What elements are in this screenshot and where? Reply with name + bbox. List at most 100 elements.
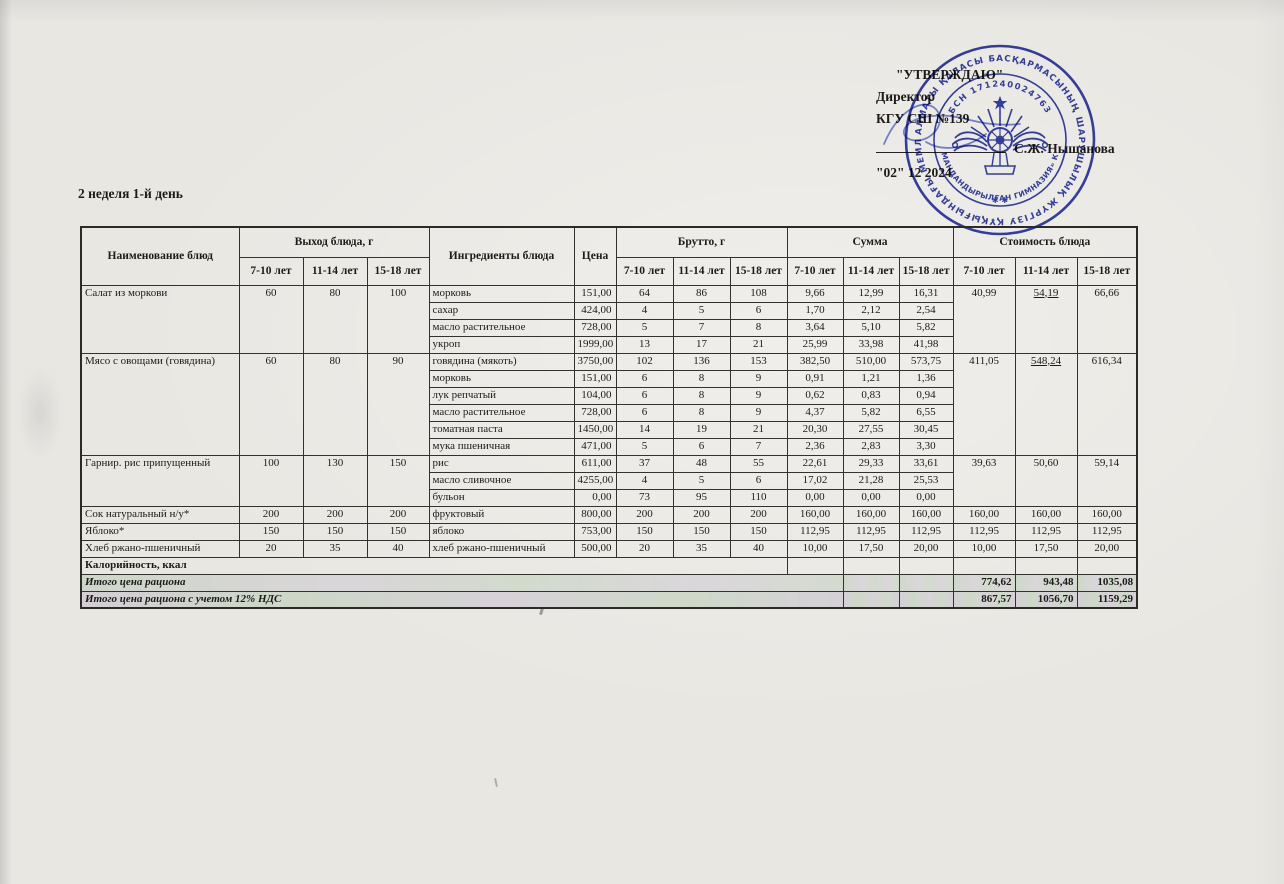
price-cell: 611,00 <box>573 454 617 473</box>
price-cell: 3750,00 <box>573 352 617 371</box>
dish-name-cell: Гарнир. рис припущенный <box>80 454 240 507</box>
brutto-cell: 37 <box>615 454 674 473</box>
output-cell: 60 <box>238 284 304 354</box>
sum-cell: 160,00 <box>842 505 900 524</box>
output-cell: 200 <box>238 505 304 524</box>
footer-total-cell: 867,57 <box>952 590 1016 609</box>
output-cell: 200 <box>366 505 430 524</box>
sum-cell: 3,30 <box>898 437 954 456</box>
brutto-cell: 13 <box>615 335 674 354</box>
sum-cell: 112,95 <box>786 522 844 541</box>
footer-empty-cell <box>786 556 844 575</box>
brutto-cell: 64 <box>615 284 674 303</box>
ingredient-row: Мясо с овощами (говядина) 60 80 90 говядина … <box>80 352 1138 456</box>
ingredient-cell: сахар <box>428 301 575 320</box>
sum-cell: 112,95 <box>842 522 900 541</box>
brutto-cell: 150 <box>729 522 788 541</box>
brutto-cell: 7 <box>729 437 788 456</box>
col-header-brutto-group: Брутто, г <box>615 226 788 258</box>
dish-name-cell: Мясо с овощами (говядина) <box>80 352 240 456</box>
sum-cell: 1,21 <box>842 369 900 388</box>
footer-empty-cell <box>898 590 954 609</box>
brutto-cell: 6 <box>729 301 788 320</box>
brutto-cell: 5 <box>615 437 674 456</box>
price-cell: 4255,00 <box>573 471 617 490</box>
sum-cell: 0,00 <box>898 488 954 507</box>
sum-cell: 382,50 <box>786 352 844 371</box>
brutto-cell: 95 <box>672 488 731 507</box>
ingredient-cell: морковь <box>428 284 575 303</box>
brutto-cell: 200 <box>729 505 788 524</box>
sum-cell: 10,00 <box>786 539 844 558</box>
brutto-cell: 8 <box>729 318 788 337</box>
col-header-age-range: 7-10 лет <box>786 256 844 286</box>
footer-empty-cell <box>842 590 900 609</box>
brutto-cell: 19 <box>672 420 731 439</box>
ingredient-cell: мука пшеничная <box>428 437 575 456</box>
ingredient-cell: говядина (мякоть) <box>428 352 575 371</box>
sum-cell: 9,66 <box>786 284 844 303</box>
price-cell: 151,00 <box>573 284 617 303</box>
sum-cell: 33,98 <box>842 335 900 354</box>
price-cell: 500,00 <box>573 539 617 558</box>
ingredient-cell: томатная паста <box>428 420 575 439</box>
brutto-cell: 4 <box>615 301 674 320</box>
footer-row: Калорийность, ккал <box>80 556 1138 575</box>
approval-signature-line: С.Ж. Нышанова <box>876 138 1176 160</box>
ingredient-cell: морковь <box>428 369 575 388</box>
brutto-cell: 9 <box>729 369 788 388</box>
price-cell: 1450,00 <box>573 420 617 439</box>
dish-cost-cell: 66,66 <box>1076 284 1138 354</box>
sum-cell: 1,36 <box>898 369 954 388</box>
brutto-cell: 40 <box>729 539 788 558</box>
footer-total-cell: 943,48 <box>1014 573 1078 592</box>
sum-cell: 1,70 <box>786 301 844 320</box>
ingredient-row: бульон 0,00 73 95 110 0,00 0,00 0,00 <box>81 488 1137 507</box>
footer-empty-cell <box>842 556 900 575</box>
ingredient-cell: укроп <box>428 335 575 354</box>
price-cell: 424,00 <box>573 301 617 320</box>
sum-cell: 573,75 <box>898 352 954 371</box>
footer-empty-cell <box>898 556 954 575</box>
ingredient-row: мука пшеничная 471,00 5 6 7 2,36 2,83 3,30 <box>81 437 1137 456</box>
brutto-cell: 7 <box>672 318 731 337</box>
approval-school-label: КГУ СШ №139 <box>876 111 970 126</box>
sum-cell: 5,82 <box>842 403 900 422</box>
sum-cell: 160,00 <box>786 505 844 524</box>
output-cell: 150 <box>366 522 430 541</box>
scan-speck <box>494 777 498 788</box>
ingredient-row: Хлеб ржано-пшеничный 20 35 40 хлеб ржано-пше… <box>80 539 1138 558</box>
stamp-stars: ✱ ✱ <box>992 196 1008 205</box>
sum-cell: 20,30 <box>786 420 844 439</box>
footer-total-cell: 1056,70 <box>1014 590 1078 609</box>
dish-cost-cell: 10,00 <box>952 539 1016 558</box>
menu-table: Наименование блюд Выход блюда, г Ингредиен… <box>80 226 1139 609</box>
col-header-age-range: 7-10 лет <box>952 256 1016 286</box>
approval-block: "УТВЕРЖДАЮ" Директор КГУ СШ №139 С.Ж. Ны… <box>876 64 1176 184</box>
price-cell: 753,00 <box>573 522 617 541</box>
output-cell: 80 <box>302 284 368 354</box>
col-header-age-range: 11-14 лет <box>842 256 900 286</box>
output-cell: 130 <box>302 454 368 507</box>
dish-cost-cell: 160,00 <box>1014 505 1078 524</box>
sum-cell: 17,50 <box>842 539 900 558</box>
sum-cell: 510,00 <box>842 352 900 371</box>
ingredient-row: Салат из моркови 60 80 100 морковь 151,00 64 86… <box>80 284 1138 354</box>
footer-row: Итого цена рациона с учетом 12% НДС 867,5… <box>80 590 1138 609</box>
output-cell: 90 <box>366 352 430 456</box>
sum-cell: 3,64 <box>786 318 844 337</box>
col-header-age-range: 11-14 лет <box>1014 256 1078 286</box>
brutto-cell: 110 <box>729 488 788 507</box>
dish-cost-cell: 20,00 <box>1076 539 1138 558</box>
brutto-cell: 6 <box>672 437 731 456</box>
dish-cost-cell: 160,00 <box>1076 505 1138 524</box>
sum-cell: 0,83 <box>842 386 900 405</box>
ingredient-row: Гарнир. рис припущенный 100 130 150 рис 611,0… <box>80 454 1138 507</box>
sum-cell: 21,28 <box>842 471 900 490</box>
approval-date: "02" 12 2024 <box>876 165 952 180</box>
sum-cell: 0,91 <box>786 369 844 388</box>
ingredient-cell: масло растительное <box>428 403 575 422</box>
dish-cost-cell: 160,00 <box>952 505 1016 524</box>
footer-total-cell: 1035,08 <box>1076 573 1138 592</box>
